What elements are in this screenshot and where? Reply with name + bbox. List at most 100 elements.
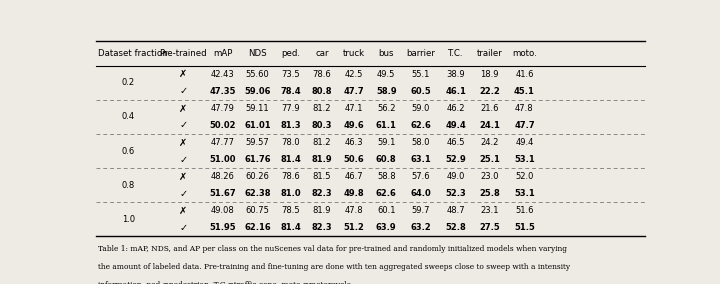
Text: 50.6: 50.6 bbox=[343, 155, 364, 164]
Text: 1.0: 1.0 bbox=[122, 215, 135, 224]
Text: information. ped.=pedestrian. T.C.=traffic cone. moto.=motorcycle.: information. ped.=pedestrian. T.C.=traff… bbox=[99, 281, 354, 284]
Text: 62.38: 62.38 bbox=[244, 189, 271, 198]
Text: 81.5: 81.5 bbox=[312, 172, 331, 181]
Text: 81.3: 81.3 bbox=[281, 121, 301, 130]
Text: ✓: ✓ bbox=[179, 223, 187, 233]
Text: 81.2: 81.2 bbox=[312, 138, 331, 147]
Text: 47.8: 47.8 bbox=[515, 104, 534, 113]
Text: 56.2: 56.2 bbox=[377, 104, 395, 113]
Text: trailer: trailer bbox=[477, 49, 503, 58]
Text: 51.67: 51.67 bbox=[210, 189, 236, 198]
Text: 80.3: 80.3 bbox=[312, 121, 332, 130]
Text: ✓: ✓ bbox=[179, 154, 187, 165]
Text: 51.95: 51.95 bbox=[210, 223, 236, 232]
Text: 80.8: 80.8 bbox=[312, 87, 332, 96]
Text: 78.6: 78.6 bbox=[282, 172, 300, 181]
Text: 63.2: 63.2 bbox=[410, 223, 431, 232]
Text: 48.26: 48.26 bbox=[210, 172, 235, 181]
Text: 78.5: 78.5 bbox=[282, 206, 300, 215]
Text: 81.4: 81.4 bbox=[281, 223, 301, 232]
Text: 55.60: 55.60 bbox=[246, 70, 269, 79]
Text: 46.2: 46.2 bbox=[447, 104, 465, 113]
Text: ✓: ✓ bbox=[179, 189, 187, 199]
Text: 22.2: 22.2 bbox=[479, 87, 500, 96]
Text: 48.7: 48.7 bbox=[446, 206, 465, 215]
Text: ✗: ✗ bbox=[179, 69, 187, 79]
Text: 58.9: 58.9 bbox=[376, 87, 397, 96]
Text: 51.2: 51.2 bbox=[343, 223, 364, 232]
Text: 53.1: 53.1 bbox=[514, 189, 535, 198]
Text: 27.5: 27.5 bbox=[479, 223, 500, 232]
Text: 47.77: 47.77 bbox=[210, 138, 235, 147]
Text: car: car bbox=[315, 49, 328, 58]
Text: 0.6: 0.6 bbox=[122, 147, 135, 156]
Text: 23.1: 23.1 bbox=[480, 206, 499, 215]
Text: 25.1: 25.1 bbox=[479, 155, 500, 164]
Text: 41.6: 41.6 bbox=[515, 70, 534, 79]
Text: 52.8: 52.8 bbox=[446, 223, 467, 232]
Text: 46.3: 46.3 bbox=[345, 138, 364, 147]
Text: 18.9: 18.9 bbox=[480, 70, 499, 79]
Text: 51.5: 51.5 bbox=[514, 223, 535, 232]
Text: 49.08: 49.08 bbox=[211, 206, 235, 215]
Text: 49.0: 49.0 bbox=[447, 172, 465, 181]
Text: T.C.: T.C. bbox=[449, 49, 464, 58]
Text: 73.5: 73.5 bbox=[282, 70, 300, 79]
Text: mAP: mAP bbox=[213, 49, 233, 58]
Text: 51.6: 51.6 bbox=[515, 206, 534, 215]
Text: 63.9: 63.9 bbox=[376, 223, 397, 232]
Text: Table 1: mAP, NDS, and AP per class on the nuScenes val data for pre-trained and: Table 1: mAP, NDS, and AP per class on t… bbox=[99, 245, 567, 253]
Text: 59.1: 59.1 bbox=[377, 138, 395, 147]
Text: 0.4: 0.4 bbox=[122, 112, 135, 122]
Text: 60.5: 60.5 bbox=[410, 87, 431, 96]
Text: 62.16: 62.16 bbox=[244, 223, 271, 232]
Text: 38.9: 38.9 bbox=[446, 70, 465, 79]
Text: 49.4: 49.4 bbox=[446, 121, 467, 130]
Text: 60.75: 60.75 bbox=[246, 206, 269, 215]
Text: moto.: moto. bbox=[512, 49, 537, 58]
Text: 59.11: 59.11 bbox=[246, 104, 269, 113]
Text: 81.4: 81.4 bbox=[281, 155, 301, 164]
Text: 21.6: 21.6 bbox=[480, 104, 499, 113]
Text: 82.3: 82.3 bbox=[312, 223, 332, 232]
Text: ✗: ✗ bbox=[179, 137, 187, 148]
Text: 0.2: 0.2 bbox=[122, 78, 135, 87]
Text: ✗: ✗ bbox=[179, 206, 187, 216]
Text: 59.57: 59.57 bbox=[246, 138, 269, 147]
Text: 50.02: 50.02 bbox=[210, 121, 235, 130]
Text: 63.1: 63.1 bbox=[410, 155, 431, 164]
Text: Pre-trained: Pre-trained bbox=[159, 49, 207, 58]
Text: 81.9: 81.9 bbox=[312, 155, 332, 164]
Text: 59.0: 59.0 bbox=[412, 104, 430, 113]
Text: 77.9: 77.9 bbox=[282, 104, 300, 113]
Text: 61.76: 61.76 bbox=[244, 155, 271, 164]
Text: bus: bus bbox=[379, 49, 394, 58]
Text: 60.26: 60.26 bbox=[246, 172, 269, 181]
Text: the amount of labeled data. Pre-training and fine-tuning are done with ten aggre: the amount of labeled data. Pre-training… bbox=[99, 263, 570, 271]
Text: 60.1: 60.1 bbox=[377, 206, 395, 215]
Text: 49.6: 49.6 bbox=[343, 121, 364, 130]
Text: 42.5: 42.5 bbox=[345, 70, 363, 79]
Text: 46.5: 46.5 bbox=[447, 138, 465, 147]
Text: 78.6: 78.6 bbox=[312, 70, 331, 79]
Text: ped.: ped. bbox=[282, 49, 300, 58]
Text: 55.1: 55.1 bbox=[412, 70, 430, 79]
Text: 47.1: 47.1 bbox=[345, 104, 363, 113]
Text: 25.8: 25.8 bbox=[479, 189, 500, 198]
Text: 47.7: 47.7 bbox=[343, 87, 364, 96]
Text: ✓: ✓ bbox=[179, 120, 187, 130]
Text: 82.3: 82.3 bbox=[312, 189, 332, 198]
Text: 62.6: 62.6 bbox=[376, 189, 397, 198]
Text: 52.0: 52.0 bbox=[516, 172, 534, 181]
Text: 23.0: 23.0 bbox=[480, 172, 499, 181]
Text: 59.7: 59.7 bbox=[412, 206, 430, 215]
Text: 58.0: 58.0 bbox=[412, 138, 430, 147]
Text: 24.2: 24.2 bbox=[480, 138, 499, 147]
Text: Dataset fraction: Dataset fraction bbox=[99, 49, 168, 58]
Text: 57.6: 57.6 bbox=[412, 172, 431, 181]
Text: 81.2: 81.2 bbox=[312, 104, 331, 113]
Text: 51.00: 51.00 bbox=[210, 155, 235, 164]
Text: 60.8: 60.8 bbox=[376, 155, 397, 164]
Text: 62.6: 62.6 bbox=[410, 121, 431, 130]
Text: 46.1: 46.1 bbox=[446, 87, 467, 96]
